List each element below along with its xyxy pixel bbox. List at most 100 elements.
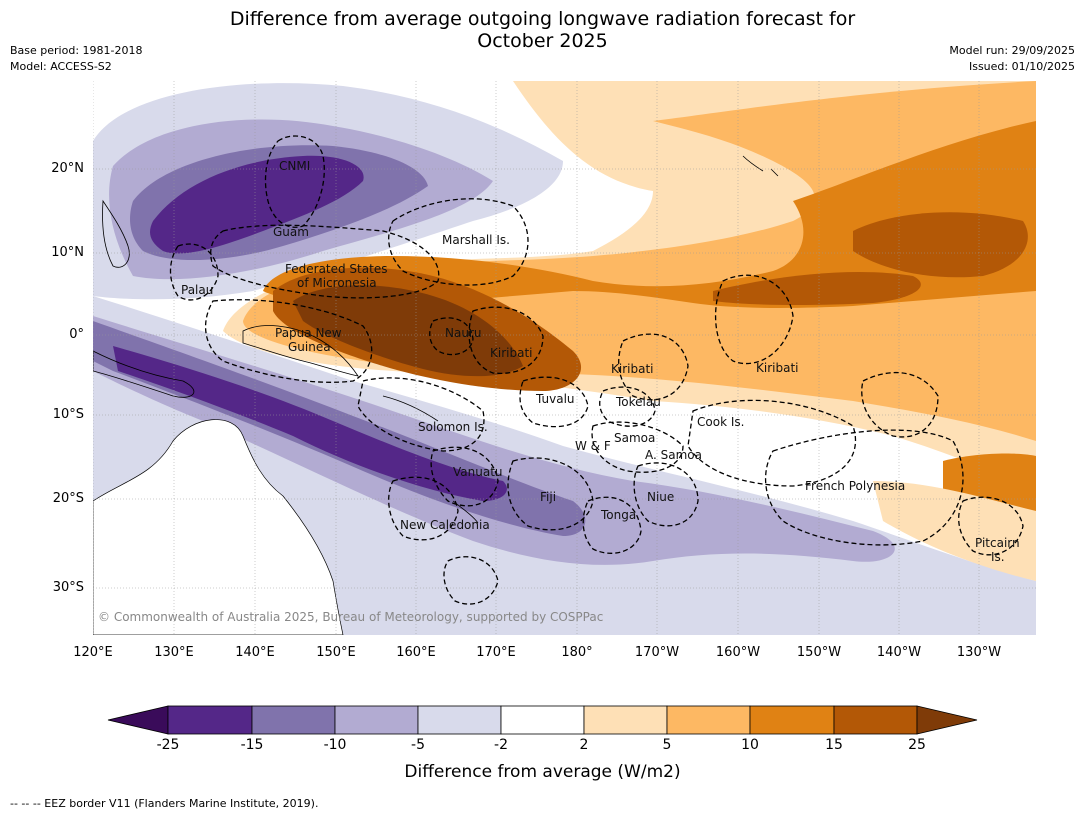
colorbar-label-neg25: -25	[156, 737, 180, 753]
model-run: Model run: 29/09/2025	[949, 44, 1075, 57]
graticule	[93, 81, 1036, 635]
colorbar-bin-7	[666, 705, 751, 735]
eez-kiribati-line	[861, 371, 939, 438]
eez-kiribati-e	[714, 274, 794, 365]
copyright-notice: © Commonwealth of Australia 2025, Bureau…	[98, 610, 603, 624]
lat-tick-30s: 30°S	[52, 580, 84, 595]
colorbar	[107, 705, 978, 735]
meta-left: Base period: 1981-2018 Model: ACCESS-S2	[10, 43, 142, 75]
lon-tick-130w: 130°W	[956, 645, 1002, 660]
eez-lord-howe	[443, 556, 499, 605]
meta-right: Model run: 29/09/2025 Issued: 01/10/2025	[949, 43, 1075, 75]
label-palau: Palau	[181, 283, 213, 297]
eez-tuvalu	[519, 376, 589, 428]
label-pitcairn-2: Is.	[991, 550, 1005, 564]
lon-tick-140w: 140°W	[876, 645, 922, 660]
lon-tick-140e: 140°E	[235, 645, 275, 660]
orange-darkest-core	[293, 285, 523, 377]
lon-tick-120e: 120°E	[73, 645, 113, 660]
southeast-pale	[873, 481, 1036, 581]
label-cook: Cook Is.	[697, 415, 744, 429]
colorbar-bin-4	[417, 705, 502, 735]
colorbar-bin-9	[833, 705, 918, 735]
label-pitcairn-1: Pitcairn	[975, 536, 1020, 550]
lat-tick-eq: 0°	[69, 327, 84, 342]
colorbar-label-neg5: -5	[411, 737, 425, 753]
label-nauru: Nauru	[445, 326, 481, 340]
colorbar-label-5: 5	[662, 737, 672, 753]
colorbar-title: Difference from average (W/m2)	[404, 762, 681, 782]
eez-fiji	[507, 457, 594, 531]
label-niue: Niue	[647, 490, 674, 504]
eez-cook	[687, 399, 857, 487]
indonesia-coast	[93, 350, 195, 398]
colorbar-bin-6	[583, 705, 668, 735]
lat-tick-20n: 20°N	[51, 161, 84, 176]
base-period: Base period: 1981-2018	[10, 44, 143, 57]
eez-frpoly	[764, 429, 964, 546]
colorbar-bin-3	[334, 705, 419, 735]
eez-samoa	[591, 421, 684, 473]
orange-mid	[263, 121, 1036, 308]
eez-png	[204, 299, 373, 383]
label-kiribati-w: Kiribati	[490, 346, 532, 360]
colorbar-label-15: 15	[825, 737, 843, 753]
eez-fsm	[210, 224, 440, 299]
eez-tonga	[582, 496, 642, 554]
png-coast	[242, 325, 359, 377]
label-fsm-2: of Micronesia	[297, 276, 377, 290]
eez-solomon	[357, 377, 485, 452]
colorbar-label-10: 10	[741, 737, 759, 753]
colorbar-extend-high	[916, 705, 978, 735]
label-samoa: Samoa	[614, 431, 655, 445]
colorbar-bin-2	[251, 705, 336, 735]
label-cnmi: CNMI	[279, 159, 310, 173]
label-tokelau: Tokelau	[615, 395, 661, 409]
map-panel: CNMI Guam Marshall Is. Federated States …	[93, 81, 1036, 635]
colorbar-label-neg15: -15	[240, 737, 264, 753]
issued-date: Issued: 01/10/2025	[968, 60, 1075, 73]
colorbar-label-2: 2	[579, 737, 589, 753]
eez-marshall	[388, 198, 529, 286]
label-asamoa: A. Samoa	[645, 448, 702, 462]
orange-dark-ne	[853, 212, 1028, 278]
label-vanuatu: Vanuatu	[453, 465, 503, 479]
label-fsm-1: Federated States	[285, 262, 387, 276]
hawaii-coast	[742, 155, 779, 177]
colorbar-label-25: 25	[908, 737, 926, 753]
lon-tick-150e: 150°E	[316, 645, 356, 660]
label-kiribati-e: Kiribati	[756, 361, 798, 375]
colorbar-label-neg10: -10	[323, 737, 347, 753]
label-wf: W & F	[575, 439, 611, 453]
lat-tick-10n: 10°N	[51, 245, 84, 260]
eez-kiribati-c	[618, 333, 689, 401]
eez-borders	[169, 135, 1024, 605]
lon-tick-180: 180°	[561, 645, 593, 660]
eez-vanuatu	[430, 446, 499, 507]
lat-tick-20s: 20°S	[52, 491, 84, 506]
label-tonga: Tonga	[600, 508, 636, 522]
region-labels: CNMI Guam Marshall Is. Federated States …	[181, 159, 1020, 564]
eez-niue	[633, 462, 699, 527]
colorbar-bin-1	[167, 705, 253, 735]
label-png-2: Guinea	[288, 340, 331, 354]
eez-pitcairn	[958, 496, 1024, 556]
australia-land	[93, 419, 344, 635]
north-deep-purple	[150, 155, 364, 254]
label-marshall: Marshall Is.	[442, 233, 510, 247]
lon-tick-150w: 150°W	[796, 645, 842, 660]
label-guam: Guam	[273, 225, 309, 239]
lon-tick-130e: 130°E	[154, 645, 194, 660]
label-frpoly: French Polynesia	[805, 479, 905, 493]
label-tuvalu: Tuvalu	[535, 392, 575, 406]
title-line-2: October 2025	[477, 30, 608, 52]
solomon-coast	[382, 395, 439, 422]
eez-footnote: -- -- -- EEZ border V11 (Flanders Marine…	[10, 797, 319, 810]
colorbar-bin-5	[500, 705, 585, 735]
model-name: Model: ACCESS-S2	[10, 60, 112, 73]
label-fiji: Fiji	[540, 490, 556, 504]
eez-palau	[169, 243, 219, 301]
lon-tick-160e: 160°E	[396, 645, 436, 660]
philippines-coast	[102, 199, 130, 268]
positive-anomaly-fields	[223, 81, 1036, 581]
